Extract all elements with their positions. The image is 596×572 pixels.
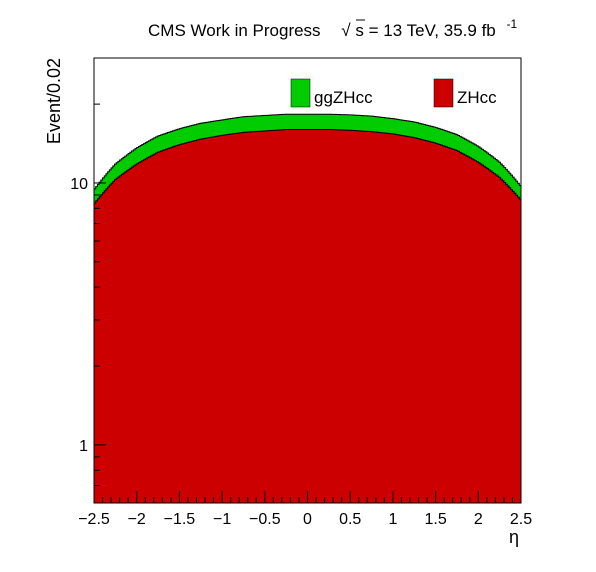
x-tick-label: −2 (128, 511, 146, 528)
x-tick-label: −2.5 (78, 511, 110, 528)
x-tick-label: 2.5 (510, 511, 532, 528)
y-tick-label: 10 (70, 176, 88, 193)
title-prefix: CMS Work in Progress (148, 21, 321, 40)
axes: −2.5 −2 −1.5 −1 −0.5 0 0.5 1 1.5 2 2.5 1 10 (70, 57, 532, 528)
x-tick-label: −0.5 (249, 511, 281, 528)
legend-swatch (290, 78, 311, 108)
chart-title: CMS Work in Progress √ s = 13 TeV, 35.9 … (148, 17, 517, 40)
legend-swatch (433, 78, 454, 108)
legend-label: ZHcc (457, 88, 497, 107)
legend: ggZHcc ZHcc (290, 78, 497, 108)
x-tick-label: 1.5 (424, 511, 446, 528)
x-tick-label: 0.5 (339, 511, 361, 528)
x-tick-label: 0 (303, 511, 312, 528)
sqrt-sign: √ (341, 21, 351, 40)
x-tick-label: 1 (388, 511, 397, 528)
legend-label: ggZHcc (314, 88, 373, 107)
y-tick-label: 1 (79, 438, 88, 455)
series-zhcc-area (93, 129, 522, 504)
lumi-exponent: -1 (506, 17, 517, 31)
energy-text: s = 13 TeV, 35.9 fb (355, 21, 495, 40)
x-tick-label: −1 (213, 511, 231, 528)
y-axis-label: Event/0.02 (44, 58, 64, 144)
histogram-layer (93, 113, 522, 504)
x-tick-label: 2 (474, 511, 483, 528)
x-axis-label: η (509, 527, 519, 547)
stack-total-outline (94, 113, 521, 190)
x-tick-label: −1.5 (164, 511, 196, 528)
